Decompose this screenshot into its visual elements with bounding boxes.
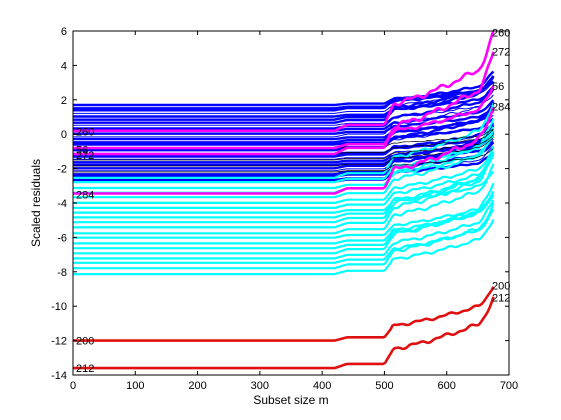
x-tick-label: 500 xyxy=(375,380,393,392)
right-unit-label: 212 xyxy=(492,293,510,305)
dark-unit-line xyxy=(73,148,494,173)
right-unit-label: 272 xyxy=(492,47,510,59)
right-unit-label: 56 xyxy=(492,81,504,93)
series-line-284 xyxy=(73,107,495,195)
y-tick-label: 0 xyxy=(61,129,67,141)
left-unit-label: 284 xyxy=(76,189,94,201)
cyan-unit-line xyxy=(73,153,495,209)
y-tick-label: -8 xyxy=(57,267,67,279)
blue-unit-line xyxy=(73,88,495,118)
right-unit-label: 260 xyxy=(492,28,510,40)
cyan-unit-line xyxy=(73,129,495,199)
y-tick-label: 2 xyxy=(61,95,67,107)
cyan-unit-line xyxy=(73,199,495,260)
cyan-unit-line xyxy=(73,152,495,229)
blue-unit-line xyxy=(73,75,495,121)
right-unit-label: 284 xyxy=(492,102,510,114)
blue-unit-line xyxy=(73,94,494,126)
axis-ticks: 0 100 200 300 400 500 600 700 -14 -12 -10 -8 -6 -4 -2 0… xyxy=(51,26,518,392)
series-line-272 xyxy=(73,51,495,156)
cyan-unit-line xyxy=(73,133,495,190)
blue-unit-line xyxy=(73,101,495,152)
blue-unit-line xyxy=(73,151,495,182)
y-tick-label: -2 xyxy=(57,164,67,176)
x-tick-label: 0 xyxy=(70,380,76,392)
blue-unit-line xyxy=(73,122,495,158)
cyan-unit-line xyxy=(73,154,495,219)
x-tick-label: 400 xyxy=(313,380,331,392)
cyan-unit-line xyxy=(73,163,495,235)
blue-unit-line xyxy=(73,110,495,141)
blue-unit-line xyxy=(73,140,495,167)
series-line-200 xyxy=(73,286,495,342)
left-unit-label: 200 xyxy=(76,336,94,348)
cyan-unit-line xyxy=(73,192,495,250)
dark-unit-line xyxy=(73,134,494,161)
cyan-unit-line xyxy=(73,194,495,245)
blue-unit-line xyxy=(73,138,494,172)
left-unit-label: 260 xyxy=(76,127,94,139)
left-unit-label: 56 xyxy=(76,145,88,157)
y-tick-label: -10 xyxy=(51,301,67,313)
blue-unit-line xyxy=(73,134,495,164)
x-tick-label: 300 xyxy=(251,380,269,392)
x-tick-label: 600 xyxy=(438,380,456,392)
y-tick-label: 6 xyxy=(61,26,67,38)
cyan-unit-line xyxy=(73,170,495,214)
blue-unit-line xyxy=(73,117,495,146)
cyan-unit-line xyxy=(73,102,495,179)
x-tick-label: 700 xyxy=(500,380,518,392)
x-axis-label: Subset size m xyxy=(253,393,328,407)
left-unit-label: 272 xyxy=(76,150,94,162)
series-line-56 xyxy=(73,85,495,150)
cyan-unit-line xyxy=(73,146,495,204)
cyan-unit-line xyxy=(73,208,495,264)
dark-unit-line xyxy=(73,137,494,167)
x-tick-label: 100 xyxy=(126,380,144,392)
series-lines xyxy=(73,30,495,370)
series-line-212 xyxy=(73,296,495,370)
cyan-unit-line xyxy=(73,190,495,239)
y-tick-label: 4 xyxy=(61,60,67,72)
x-tick-label: 200 xyxy=(188,380,206,392)
y-tick-label: -6 xyxy=(57,232,67,244)
y-tick-label: -4 xyxy=(57,198,67,210)
series-line-260 xyxy=(73,30,495,133)
right-unit-label: 200 xyxy=(492,281,510,293)
y-axis-label: Scaled residuals xyxy=(29,159,43,247)
y-tick-label: -14 xyxy=(51,370,67,382)
blue-unit-line xyxy=(73,80,494,114)
y-tick-label: -12 xyxy=(51,336,67,348)
left-unit-label: 212 xyxy=(76,363,94,375)
cyan-unit-line xyxy=(73,219,495,276)
